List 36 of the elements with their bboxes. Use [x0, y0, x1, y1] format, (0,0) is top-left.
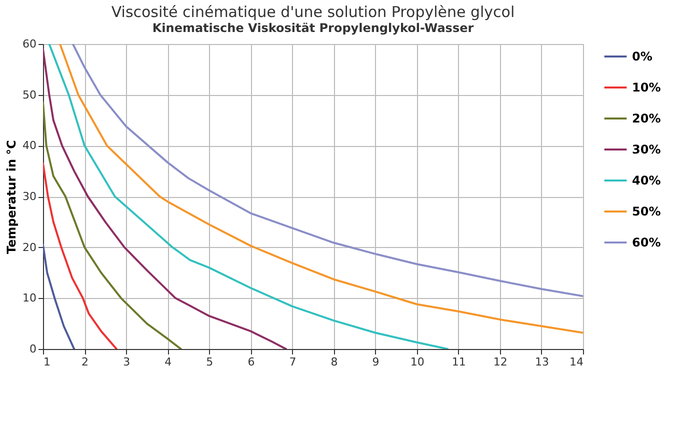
chart-subtitle: Kinematische Viskosität Propylenglykol-Wasser [152, 21, 474, 35]
y-tick-label: 20 [22, 240, 36, 254]
line-series [43, 101, 182, 349]
line-series [43, 244, 76, 349]
x-tick-label: 5 [206, 356, 214, 368]
legend-label: 50% [632, 204, 661, 218]
y-tick-label: 30 [22, 190, 36, 203]
x-tick-label: 4 [164, 356, 172, 368]
y-axis-title: Temperatur in °C [4, 140, 19, 254]
legend-label: 0% [632, 50, 652, 64]
x-tick-label: 8 [330, 356, 338, 368]
legend-label: 20% [632, 112, 661, 126]
chart-title: Viscosité cinématique d'une solution Propylène glycol [111, 3, 515, 21]
y-tick-label: 10 [22, 292, 36, 305]
y-tick-label: 50 [22, 88, 36, 102]
x-tick-label: 14 [570, 356, 584, 368]
line-series [43, 48, 287, 349]
line-series [43, 162, 118, 349]
x-tick-label: 11 [452, 356, 466, 368]
x-tick-label: 9 [372, 356, 380, 368]
x-tick-label: 6 [248, 356, 255, 368]
y-tick-label: 40 [22, 139, 36, 152]
x-tick-label: 12 [493, 356, 508, 368]
x-tick-label: 2 [82, 356, 89, 368]
line-series [48, 44, 449, 349]
x-tick-label: 3 [123, 356, 130, 368]
legend-label: 30% [632, 142, 661, 156]
x-tick-label: 7 [289, 356, 296, 368]
legend-label: 60% [632, 236, 661, 250]
y-tick-label: 60 [22, 38, 36, 50]
legend-label: 40% [632, 174, 661, 188]
y-tick-label: 0 [30, 342, 36, 356]
legend-label: 10% [632, 80, 661, 94]
x-tick-label: 10 [410, 356, 424, 368]
x-tick-label: 13 [534, 356, 549, 368]
x-tick-label: 1 [44, 356, 50, 368]
